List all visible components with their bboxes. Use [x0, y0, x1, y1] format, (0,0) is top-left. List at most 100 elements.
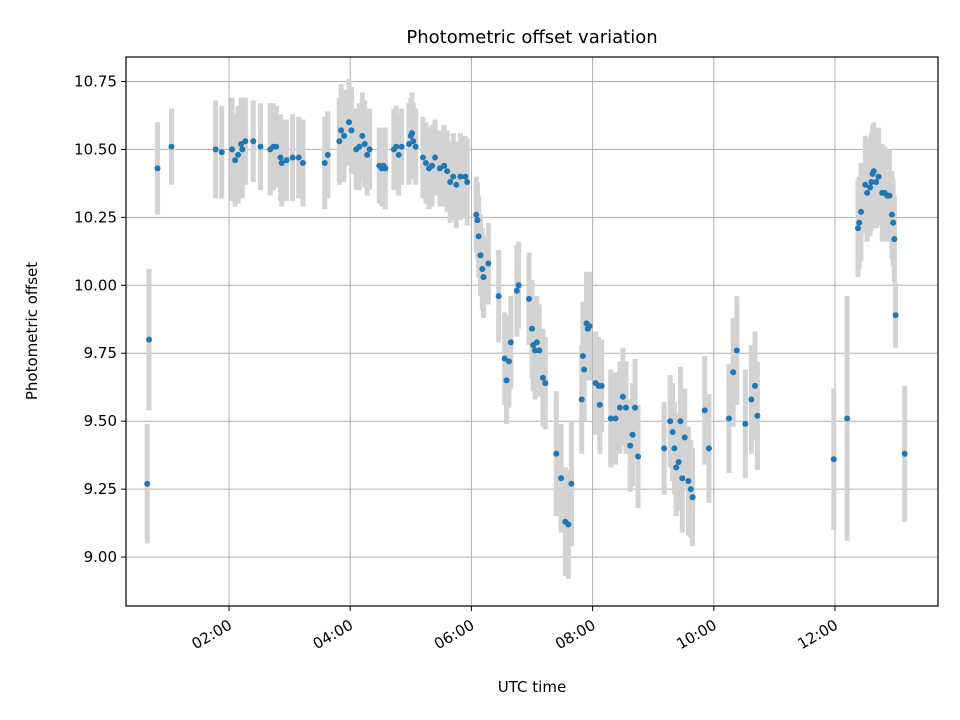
- data-point: [295, 154, 302, 161]
- data-point: [412, 143, 419, 150]
- data-point: [273, 143, 280, 150]
- data-point: [410, 138, 417, 145]
- data-point: [553, 450, 560, 457]
- data-point: [532, 347, 539, 354]
- data-point: [730, 369, 737, 376]
- data-point: [701, 407, 708, 414]
- data-point: [873, 179, 880, 186]
- data-point: [473, 211, 480, 218]
- data-point: [536, 347, 543, 354]
- data-point: [622, 404, 629, 411]
- data-point: [341, 132, 348, 139]
- y-tick-label: 10.00: [74, 276, 117, 294]
- data-point: [338, 127, 345, 134]
- data-point: [283, 157, 290, 164]
- data-point: [635, 453, 642, 460]
- data-point: [395, 151, 402, 158]
- data-point: [661, 445, 668, 452]
- data-point: [474, 217, 481, 224]
- data-point: [503, 377, 510, 384]
- data-point: [464, 179, 471, 186]
- data-point: [612, 415, 619, 422]
- data-point: [667, 418, 674, 425]
- data-point: [867, 184, 874, 191]
- data-point: [685, 477, 692, 484]
- data-point: [218, 149, 225, 156]
- data-point: [892, 312, 899, 319]
- data-point: [154, 165, 161, 172]
- data-point: [480, 274, 487, 281]
- data-point: [457, 173, 464, 180]
- y-tick-label: 9.00: [84, 548, 117, 566]
- data-point: [235, 151, 242, 158]
- data-point: [144, 480, 151, 487]
- data-point: [607, 415, 614, 422]
- data-point: [616, 404, 623, 411]
- data-point: [539, 374, 546, 381]
- data-point: [257, 143, 264, 150]
- data-point: [409, 130, 416, 137]
- data-point: [444, 168, 451, 175]
- data-point: [348, 127, 355, 134]
- data-point: [675, 458, 682, 465]
- data-point: [382, 165, 389, 172]
- data-point: [679, 475, 686, 482]
- data-point: [856, 219, 863, 226]
- data-point: [359, 132, 366, 139]
- data-point: [422, 159, 429, 166]
- data-point: [542, 380, 549, 387]
- data-point: [733, 347, 740, 354]
- data-point: [725, 415, 732, 422]
- data-point: [405, 140, 412, 147]
- data-point: [477, 252, 484, 259]
- data-point: [515, 282, 522, 289]
- data-point: [393, 143, 400, 150]
- data-point: [890, 219, 897, 226]
- y-tick-label: 10.25: [74, 208, 117, 226]
- data-point: [868, 179, 875, 186]
- data-point: [364, 151, 371, 158]
- data-point: [565, 521, 572, 528]
- data-point: [475, 233, 482, 240]
- data-point: [525, 295, 532, 302]
- y-axis-label: Photometric offset: [23, 262, 41, 400]
- data-point: [533, 339, 540, 346]
- data-point: [901, 450, 908, 457]
- data-point: [212, 146, 219, 153]
- data-point: [462, 173, 469, 180]
- data-point: [681, 434, 688, 441]
- data-point: [239, 146, 246, 153]
- data-point: [432, 154, 439, 161]
- data-point: [579, 352, 586, 359]
- data-point: [232, 157, 239, 164]
- y-tick-label: 9.25: [84, 480, 117, 498]
- data-point: [689, 494, 696, 501]
- data-point: [447, 179, 454, 186]
- data-point: [705, 445, 712, 452]
- data-points: [144, 119, 908, 528]
- data-point: [168, 143, 175, 150]
- data-point: [505, 358, 512, 365]
- data-point: [324, 151, 331, 158]
- data-point: [619, 393, 626, 400]
- data-point: [495, 293, 502, 300]
- data-point: [299, 159, 306, 166]
- data-point: [586, 323, 593, 330]
- data-point: [875, 173, 882, 180]
- data-point: [513, 287, 520, 294]
- data-point: [485, 260, 492, 267]
- data-point: [453, 181, 460, 188]
- data-point: [669, 429, 676, 436]
- y-tick-label: 10.75: [74, 72, 117, 90]
- data-point: [429, 162, 436, 169]
- data-point: [529, 325, 535, 332]
- x-axis-label: UTC time: [498, 678, 566, 696]
- data-point: [501, 355, 508, 362]
- data-point: [238, 140, 245, 147]
- data-point: [242, 138, 249, 145]
- data-point: [441, 162, 448, 169]
- chart-title: Photometric offset variation: [406, 27, 657, 48]
- data-point: [277, 154, 284, 161]
